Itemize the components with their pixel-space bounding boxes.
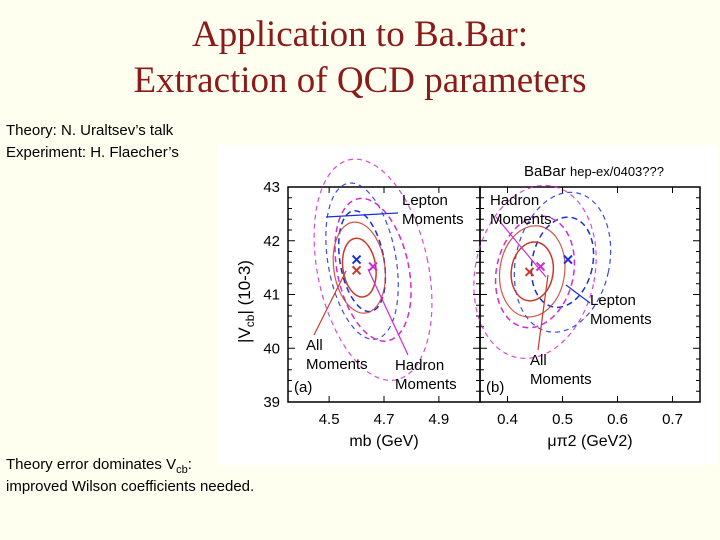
hadron-marker-a [368, 261, 378, 272]
error-note-prefix: Theory error dominates V [6, 456, 177, 473]
lepton-moments-outer-contour-b [513, 191, 612, 333]
slide-title: Application to Ba.Bar: Extraction of QCD… [0, 12, 720, 104]
x-tick-label-a: 4.5 [319, 411, 340, 428]
lepton-moments-contour-b [530, 216, 595, 309]
x-axis-title-b: μπ2 (GeV2) [547, 433, 632, 450]
lepton-marker-a [351, 254, 362, 265]
x-tick-label-b: 0.6 [607, 411, 628, 428]
annotation-line1-a: Lepton [402, 192, 448, 209]
y-tick-label: 42 [263, 233, 280, 250]
annotation-line2-a: Moments [306, 356, 368, 373]
error-note-suffix: : [187, 456, 192, 473]
error-note: Theory error dominates Vcb: [6, 455, 192, 480]
lepton-marker-b [563, 254, 573, 265]
annotation-line1-b: All [530, 352, 547, 369]
annotation-line2-b: Moments [490, 211, 552, 228]
x-tick-label-b: 0.7 [662, 411, 683, 428]
annotation-line2-a: Moments [395, 376, 457, 393]
annotation-line2-b: Moments [590, 311, 652, 328]
axes-group [287, 186, 701, 403]
title-line-2: Extraction of QCD parameters [133, 60, 587, 101]
experiment-note: Experiment: H. Flaecher’s [6, 144, 179, 161]
all-moments-outer-contour-a [332, 221, 386, 314]
annotation-line2-a: Moments [402, 211, 464, 228]
plot-background [218, 145, 718, 465]
annotation-pointer-b [565, 284, 591, 304]
annotation-line1-a: All [306, 337, 323, 354]
labels-group: 4.5 4.7 4.9 (a) 0.4 0.5 0.6 0.7 (b) 39 40 41 42 43 |Vc… [235, 179, 683, 450]
theory-note: Theory: N. Uraltsev’s talk [6, 122, 174, 139]
hadron-moments-contour-b [494, 215, 576, 329]
annotation-line2-b: Moments [530, 371, 592, 388]
title-line-1: Application to Ba.Bar: [191, 14, 529, 55]
all-marker-b [524, 267, 535, 277]
annotation-line1-b: Lepton [590, 292, 636, 309]
annotation-pointer-a [367, 268, 409, 356]
y-axis-title: |Vcb| (10-3) [235, 260, 257, 343]
all-moments-contour-b [510, 241, 555, 302]
y-tick-label: 39 [263, 394, 280, 411]
annotation-line1-a: Hadron [395, 357, 444, 374]
panel-label-a: (a) [294, 379, 312, 396]
x-tick-label-a: 4.7 [374, 411, 395, 428]
all-moments-outer-contour-b [498, 225, 566, 318]
error-note-sub: cb [176, 464, 188, 476]
y-tick-label: 41 [263, 287, 280, 304]
x-axis-title-a: mb (GeV) [349, 433, 418, 450]
x-tick-label-a: 4.9 [428, 411, 449, 428]
wilson-note: improved Wilson coefficients needed. [6, 478, 255, 495]
hadron-marker-b [535, 261, 546, 272]
annotation-pointer-b [537, 274, 549, 351]
annotation-line1-b: Hadron [490, 192, 539, 209]
x-tick-label-b: 0.5 [552, 411, 573, 428]
panel-label-b: (b) [486, 379, 504, 396]
y-tick-label: 40 [263, 340, 280, 357]
reference-header: hep-ex/0403??? [570, 164, 664, 179]
vcb-contour-figure: BaBar hep-ex/0403??? 4.5 4.7 4.9 (a) 0.4 0.5 0… [218, 145, 718, 465]
annotation-pointer-b [495, 216, 547, 278]
y-tick-label: 43 [263, 179, 280, 196]
babar-header: BaBar [524, 163, 566, 180]
all-marker-a [351, 265, 362, 276]
annotation-pointer-a [313, 270, 347, 336]
x-tick-label-b: 0.4 [497, 411, 518, 428]
annotation-pointer-a [325, 212, 399, 218]
hadron-moments-outer-contour-a [313, 158, 433, 381]
